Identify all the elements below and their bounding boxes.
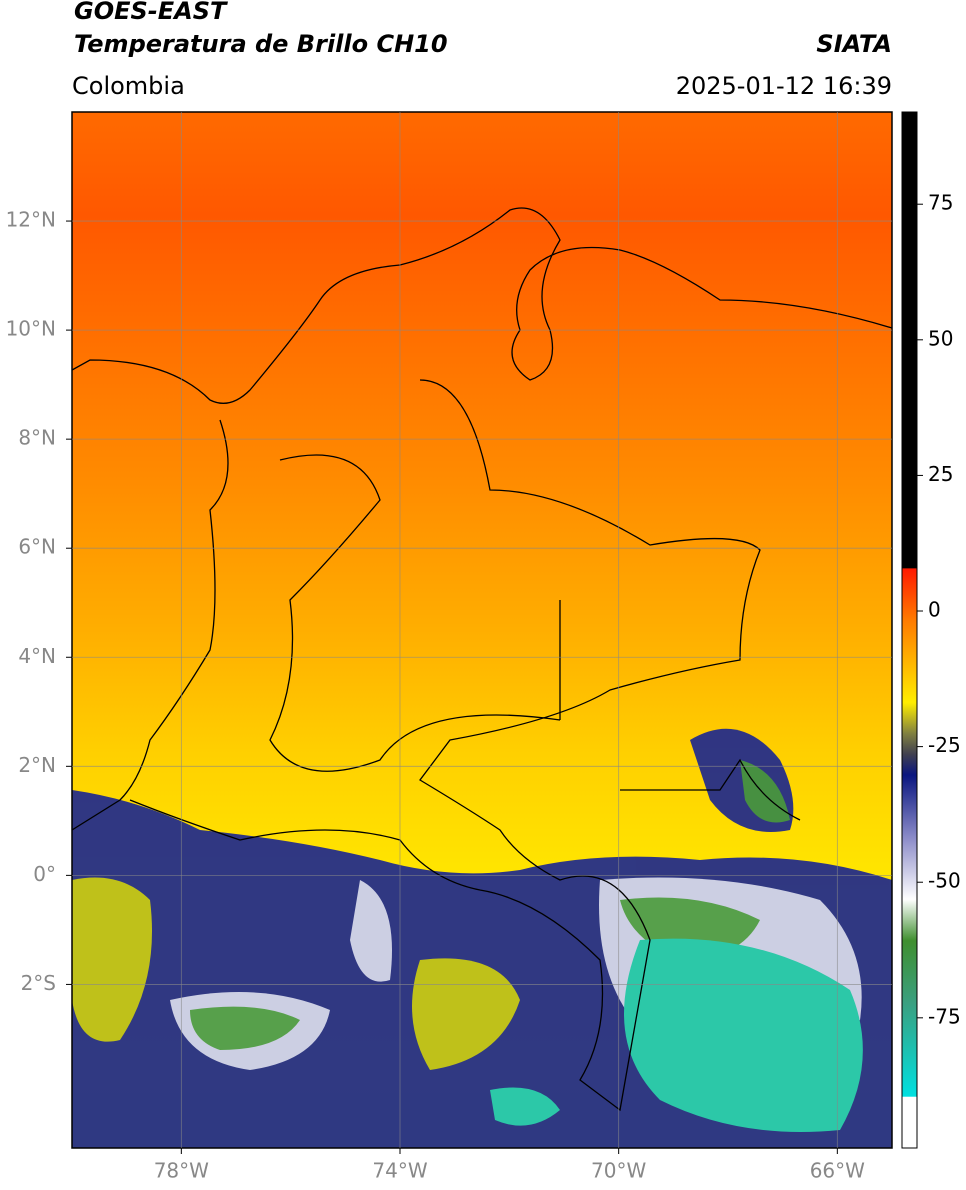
y-tick-label: 2°N (18, 753, 56, 777)
region: Colombia (72, 72, 185, 100)
map-frame (71, 111, 893, 1149)
colorbar-tick-label: -75 (928, 1004, 961, 1028)
colorbar (901, 111, 918, 1149)
y-tick-label: 8°N (18, 426, 56, 450)
y-tick-label: 10°N (6, 317, 56, 341)
colorbar-tick-label: -50 (928, 869, 961, 893)
timestamp: 2025-01-12 16:39 (676, 72, 892, 100)
colorbar-tick-label: 0 (928, 598, 941, 622)
title: GOES-EAST (74, 0, 228, 25)
colorbar-tick-label: 25 (928, 462, 953, 486)
y-tick-label: 12°N (6, 208, 56, 232)
map-image (72, 112, 892, 1148)
y-tick-label: 0° (33, 862, 56, 886)
source: SIATA (816, 30, 892, 58)
colorbar-tick-label: 50 (928, 326, 953, 350)
subtitle: Temperatura de Brillo CH10 (74, 30, 448, 58)
y-tick-label: 4°N (18, 644, 56, 668)
colorbar-tick-label: 75 (928, 191, 953, 215)
y-tick-label: 6°N (18, 535, 56, 559)
x-tick-label: 74°W (372, 1159, 427, 1183)
x-tick-label: 66°W (810, 1159, 865, 1183)
x-tick-label: 78°W (154, 1159, 209, 1183)
x-tick-label: 70°W (591, 1159, 646, 1183)
colorbar-tick-label: -25 (928, 733, 961, 757)
y-tick-label: 2°S (21, 971, 56, 995)
